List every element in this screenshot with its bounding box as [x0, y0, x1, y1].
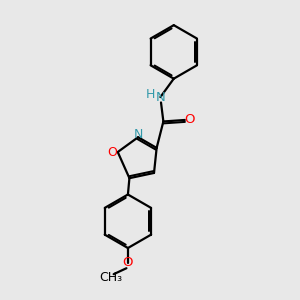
Text: N: N — [134, 128, 143, 141]
Text: H: H — [146, 88, 156, 101]
Text: CH₃: CH₃ — [99, 271, 122, 284]
Text: N: N — [156, 91, 166, 103]
Text: O: O — [184, 113, 195, 127]
Text: O: O — [107, 146, 117, 158]
Text: O: O — [123, 256, 133, 269]
